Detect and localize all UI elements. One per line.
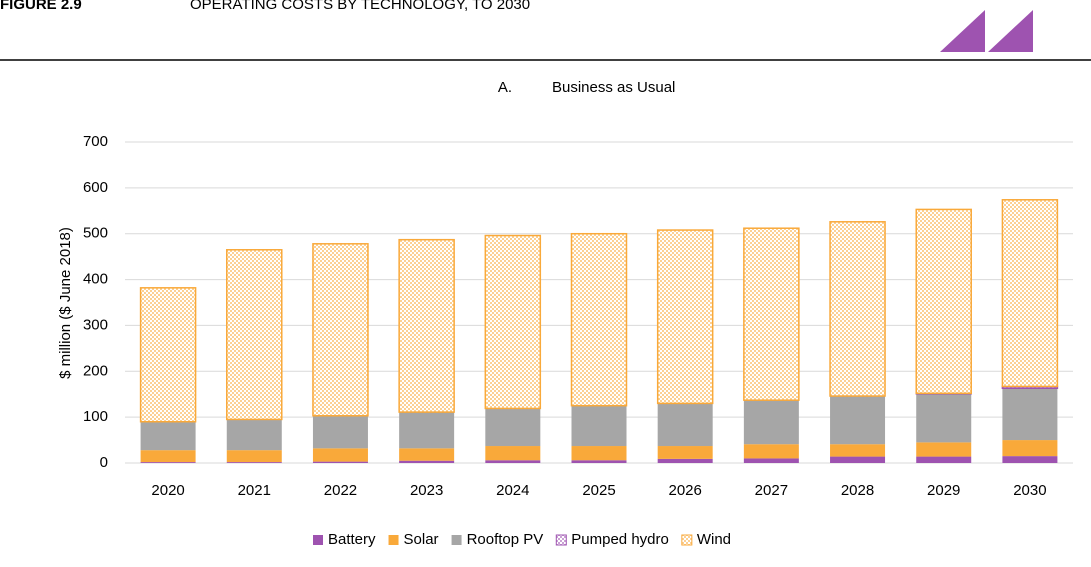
- y-axis-label: $ million ($ June 2018): [57, 227, 74, 379]
- bar-segment: [312, 461, 368, 463]
- bar-segment: [916, 442, 972, 457]
- bar-segment: [1001, 199, 1059, 388]
- y-tick-label: 400: [83, 271, 108, 288]
- bar-segment: [830, 444, 886, 457]
- bar-segment: [743, 227, 800, 401]
- bar-segment: [830, 456, 886, 463]
- legend-swatch: [451, 535, 462, 545]
- bar-segment: [485, 408, 541, 447]
- bar-segment: [485, 460, 541, 463]
- bar-segment: [743, 444, 799, 459]
- x-tick-label: 2023: [410, 482, 443, 499]
- bar-segment: [139, 287, 197, 423]
- legend-label: Solar: [404, 531, 439, 548]
- bar-segment: [830, 396, 886, 445]
- bar-segment: [656, 229, 714, 405]
- legend-swatch: [681, 534, 693, 546]
- panel-label: A.: [498, 79, 512, 96]
- bar-segment: [1002, 440, 1058, 457]
- chart-subtitle: Business as Usual: [552, 79, 675, 96]
- bar-segment: [571, 460, 627, 463]
- x-tick-label: 2029: [927, 482, 960, 499]
- bar-segment: [916, 393, 972, 443]
- y-tick-label: 600: [83, 179, 108, 196]
- logo-triangle: [940, 10, 985, 52]
- x-tick-label: 2021: [238, 482, 271, 499]
- bar-segment: [226, 419, 282, 451]
- x-tick-label: 2030: [1013, 482, 1046, 499]
- x-tick-label: 2028: [841, 482, 874, 499]
- y-tick-label: 0: [100, 454, 108, 471]
- y-tick-label: 700: [83, 133, 108, 150]
- legend-swatch: [313, 535, 323, 545]
- bar-segment: [829, 221, 886, 397]
- bar-segment: [140, 421, 196, 451]
- bar-segment: [570, 232, 628, 407]
- y-tick-label: 100: [83, 408, 108, 425]
- bar-segment: [571, 446, 627, 461]
- x-tick-label: 2026: [668, 482, 701, 499]
- legend-swatch: [555, 534, 567, 546]
- bar-segment: [743, 400, 799, 445]
- bar-segment: [312, 448, 368, 462]
- bar-segment: [399, 448, 455, 461]
- figure-title: OPERATING COSTS BY TECHNOLOGY, TO 2030: [190, 0, 530, 13]
- bar-segment: [226, 462, 282, 463]
- y-tick-label: 500: [83, 225, 108, 242]
- y-tick-label: 200: [83, 362, 108, 379]
- bar-segment: [312, 243, 369, 417]
- x-tick-label: 2027: [755, 482, 788, 499]
- logo-triangle: [988, 10, 1033, 52]
- bar-segment: [916, 456, 972, 463]
- x-tick-label: 2022: [324, 482, 357, 499]
- bar-segment: [399, 460, 455, 463]
- legend-label: Battery: [328, 531, 376, 548]
- bar-segment: [657, 458, 713, 463]
- x-tick-label: 2024: [496, 482, 529, 499]
- bar-segment: [398, 238, 455, 413]
- bar-segment: [312, 415, 368, 449]
- bar-segment: [226, 450, 282, 463]
- bar-segment: [743, 458, 799, 463]
- bar-segment: [1002, 388, 1058, 441]
- legend-label: Wind: [697, 531, 731, 548]
- y-tick-label: 300: [83, 316, 108, 333]
- legend-label: Rooftop PV: [467, 531, 544, 548]
- bar-segment: [657, 446, 713, 459]
- bar-segment: [140, 462, 196, 463]
- bar-segment: [140, 450, 196, 463]
- bar-segment: [484, 234, 542, 410]
- legend-swatch: [388, 535, 399, 545]
- bar-segment: [399, 412, 455, 449]
- x-tick-label: 2020: [151, 482, 184, 499]
- legend-label: Pumped hydro: [571, 531, 669, 548]
- bar-segment: [485, 446, 541, 461]
- bar-segment: [657, 403, 713, 447]
- bar-segment: [226, 249, 283, 421]
- figure-number: FIGURE 2.9: [0, 0, 82, 13]
- bar-segment: [915, 208, 972, 395]
- bar-segment: [571, 405, 627, 447]
- x-tick-label: 2025: [582, 482, 615, 499]
- bar-segment: [1002, 456, 1058, 463]
